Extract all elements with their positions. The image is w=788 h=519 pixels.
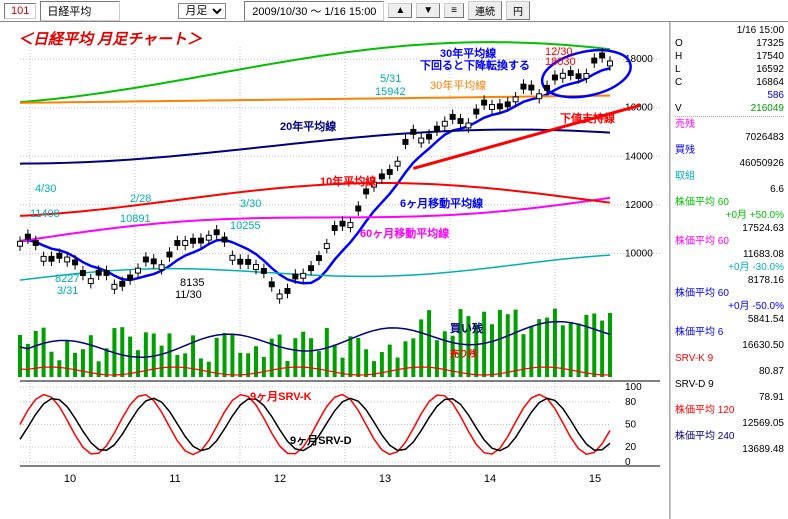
svg-text:60ヶ月移動平均線: 60ヶ月移動平均線 [360, 226, 449, 240]
svg-text:11408: 11408 [30, 208, 60, 220]
svg-text:100: 100 [625, 382, 642, 393]
svg-text:14: 14 [484, 473, 496, 485]
svg-text:買い残: 買い残 [450, 321, 483, 335]
svg-text:9ヶ月SRV-K: 9ヶ月SRV-K [250, 390, 312, 403]
date-range: 2009/10/30 ～ 1/16 15:00 [244, 1, 384, 21]
svg-text:15: 15 [589, 473, 601, 485]
svg-text:30年平均線: 30年平均線 [440, 46, 496, 60]
svg-text:12000: 12000 [625, 200, 653, 211]
svg-text:下回ると下降転換する: 下回ると下降転換する [420, 58, 530, 72]
svg-text:30年平均線: 30年平均線 [430, 78, 486, 92]
svg-text:5/31: 5/31 [380, 73, 401, 85]
menu-button[interactable]: ≡ [444, 3, 464, 18]
svg-text:2/28: 2/28 [130, 193, 151, 205]
svg-text:20: 20 [625, 442, 637, 453]
svg-text:下値支持線: 下値支持線 [560, 111, 615, 125]
down-button[interactable]: ▼ [416, 3, 440, 18]
svg-text:8135: 8135 [180, 277, 204, 289]
svg-text:11/30: 11/30 [175, 289, 202, 301]
svg-text:10255: 10255 [230, 220, 261, 232]
svg-text:6ヶ月移動平均線: 6ヶ月移動平均線 [400, 196, 483, 210]
svg-text:50: 50 [625, 420, 637, 431]
svg-text:8227: 8227 [55, 273, 79, 285]
svg-text:3/30: 3/30 [240, 198, 261, 210]
svg-text:15942: 15942 [375, 86, 406, 98]
svg-text:10年平均線: 10年平均線 [320, 174, 376, 188]
info-panel: 1/16 15:00 O17325H17540L16592C16864 586V… [670, 22, 788, 519]
svg-text:9ヶ月SRV-D: 9ヶ月SRV-D [290, 434, 352, 447]
svg-text:10: 10 [64, 473, 76, 485]
svg-text:12: 12 [274, 473, 286, 485]
svg-text:20年平均線: 20年平均線 [280, 119, 336, 133]
timestamp: 1/16 15:00 [675, 24, 784, 37]
svg-text:4/30: 4/30 [35, 183, 56, 195]
yen-button[interactable]: 円 [506, 1, 530, 20]
chart-title: ＜日経平均 月足チャート＞ [18, 28, 202, 49]
symbol-name: 日経平均 [40, 1, 120, 21]
svg-text:3/31: 3/31 [57, 285, 78, 297]
svg-text:13: 13 [379, 473, 391, 485]
chart-svg: 18000160001400012000100001008050200 30年平… [0, 22, 670, 519]
svg-text:10000: 10000 [625, 248, 653, 259]
svg-text:80: 80 [625, 397, 637, 408]
svg-text:10891: 10891 [120, 213, 151, 225]
period-select[interactable]: 月足 [178, 3, 226, 19]
svg-text:売り残: 売り残 [450, 348, 477, 359]
svg-text:14000: 14000 [625, 151, 653, 162]
up-button[interactable]: ▲ [388, 3, 412, 18]
renzoku-button[interactable]: 連続 [468, 1, 502, 20]
toolbar: 101 日経平均 月足 2009/10/30 ～ 1/16 15:00 ▲ ▼ … [0, 0, 788, 22]
svg-text:11: 11 [169, 473, 180, 485]
svg-text:18030: 18030 [545, 56, 576, 68]
code-input[interactable]: 101 [4, 3, 36, 19]
